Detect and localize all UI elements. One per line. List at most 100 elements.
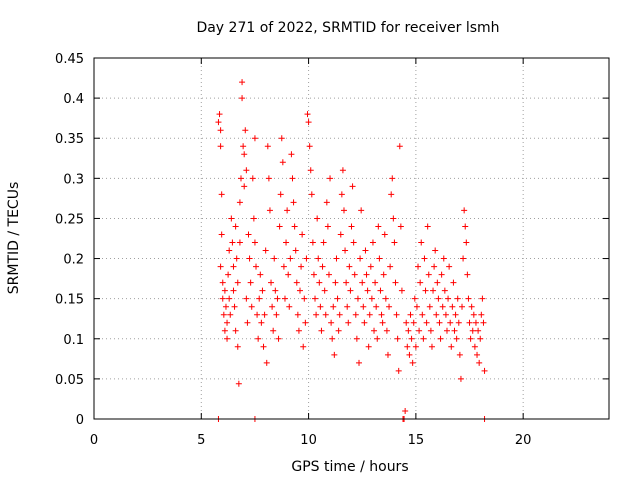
data-point xyxy=(476,359,483,366)
data-point xyxy=(383,327,390,334)
y-tick-label: 0.05 xyxy=(55,373,84,388)
data-point xyxy=(472,319,479,326)
data-point xyxy=(308,191,315,198)
data-point xyxy=(221,327,228,334)
data-point xyxy=(318,327,325,334)
data-point xyxy=(344,303,351,310)
data-point xyxy=(321,287,328,294)
data-point xyxy=(372,279,379,286)
data-point xyxy=(463,239,470,246)
data-point xyxy=(459,303,466,310)
grid-lines xyxy=(94,58,609,419)
x-tick-label: 20 xyxy=(515,433,532,448)
data-point xyxy=(464,271,471,278)
data-point xyxy=(412,343,419,350)
data-point xyxy=(457,375,464,382)
data-point xyxy=(331,351,338,358)
data-point xyxy=(466,319,473,326)
data-point xyxy=(234,279,241,286)
data-point xyxy=(317,303,324,310)
data-point xyxy=(219,295,226,302)
data-point xyxy=(445,295,452,302)
x-axis-label: GPS time / hours xyxy=(291,459,408,475)
data-point xyxy=(433,311,440,318)
data-point xyxy=(288,151,295,158)
data-point xyxy=(246,255,253,262)
data-point xyxy=(278,135,285,142)
data-point xyxy=(448,343,455,350)
data-point xyxy=(251,135,258,142)
data-point xyxy=(436,319,443,326)
data-point xyxy=(417,279,424,286)
data-point xyxy=(379,319,386,326)
data-point xyxy=(349,183,356,190)
data-point xyxy=(264,143,271,150)
data-point xyxy=(430,287,437,294)
data-point xyxy=(336,311,343,318)
data-point xyxy=(439,303,446,310)
data-point xyxy=(452,311,459,318)
data-point xyxy=(449,303,456,310)
data-point xyxy=(423,319,430,326)
data-point xyxy=(266,207,273,214)
data-point xyxy=(375,223,382,230)
y-tick-label: 0.4 xyxy=(63,92,84,107)
data-point xyxy=(438,271,445,278)
data-point xyxy=(295,327,302,334)
data-point xyxy=(320,239,327,246)
y-axis-label: SRMTID / TECUs xyxy=(6,182,22,295)
data-point xyxy=(377,287,384,294)
data-point xyxy=(441,287,448,294)
data-point xyxy=(386,303,393,310)
data-point xyxy=(478,311,485,318)
data-point xyxy=(276,223,283,230)
data-point xyxy=(345,319,352,326)
data-point xyxy=(221,287,228,294)
data-point xyxy=(450,279,457,286)
data-point xyxy=(236,239,243,246)
y-tick-label: 0.45 xyxy=(55,52,84,67)
data-point xyxy=(272,287,279,294)
data-point xyxy=(389,175,396,182)
data-point xyxy=(342,247,349,254)
data-point xyxy=(392,279,399,286)
data-point xyxy=(315,255,322,262)
data-point xyxy=(232,223,239,230)
data-point xyxy=(227,311,234,318)
data-point xyxy=(215,119,222,126)
data-point xyxy=(268,279,275,286)
data-point xyxy=(253,263,260,270)
data-point xyxy=(348,223,355,230)
data-point xyxy=(391,239,398,246)
data-point xyxy=(425,271,432,278)
data-point xyxy=(456,351,463,358)
x-tick-label: 5 xyxy=(197,433,205,448)
data-point xyxy=(322,311,329,318)
data-point xyxy=(396,143,403,150)
data-point xyxy=(239,79,246,86)
data-point xyxy=(335,327,342,334)
data-point xyxy=(323,199,330,206)
data-point xyxy=(362,247,369,254)
data-point xyxy=(354,295,361,302)
data-point xyxy=(291,223,298,230)
data-point xyxy=(304,111,311,118)
data-point xyxy=(405,327,412,334)
data-point xyxy=(474,351,481,358)
data-point xyxy=(217,127,224,134)
data-point xyxy=(229,239,236,246)
data-point xyxy=(343,279,350,286)
plot-frame xyxy=(93,57,610,420)
data-point xyxy=(440,255,447,262)
data-point xyxy=(236,199,243,206)
data-point xyxy=(286,303,293,310)
data-point xyxy=(481,367,488,374)
data-point xyxy=(395,367,402,374)
data-point xyxy=(316,279,323,286)
data-point xyxy=(407,311,414,318)
data-point xyxy=(251,239,258,246)
data-point xyxy=(398,287,405,294)
data-point xyxy=(381,231,388,238)
data-point xyxy=(435,295,442,302)
data-point xyxy=(384,351,391,358)
